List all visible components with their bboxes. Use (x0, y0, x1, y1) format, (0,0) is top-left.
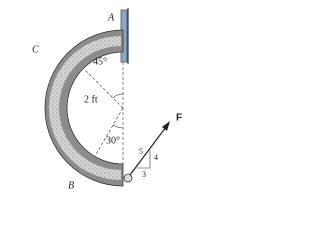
pin (123, 173, 133, 183)
force-label: F (176, 113, 182, 124)
slope-rise: 4 (154, 153, 158, 162)
label-b: B (68, 180, 74, 191)
angle-lower: 30° (106, 135, 120, 146)
angle-upper: 45° (93, 56, 107, 67)
force-arrow (129, 126, 167, 176)
angle-arc (112, 93, 124, 99)
angle-arc (112, 124, 124, 129)
diagram: A C B 45° 2 ft 30° F 5 4 3 (32, 8, 182, 191)
arrow-head (162, 121, 170, 131)
label-a: A (107, 12, 115, 23)
radius-line (83, 68, 124, 109)
slope-triangle (137, 150, 151, 169)
label-c: C (32, 44, 39, 55)
slope-run: 3 (142, 170, 146, 179)
slope-hyp: 5 (139, 147, 143, 156)
radius-line (94, 107, 124, 157)
rod-texture (49, 36, 121, 180)
dimension: 2 ft (84, 94, 98, 105)
